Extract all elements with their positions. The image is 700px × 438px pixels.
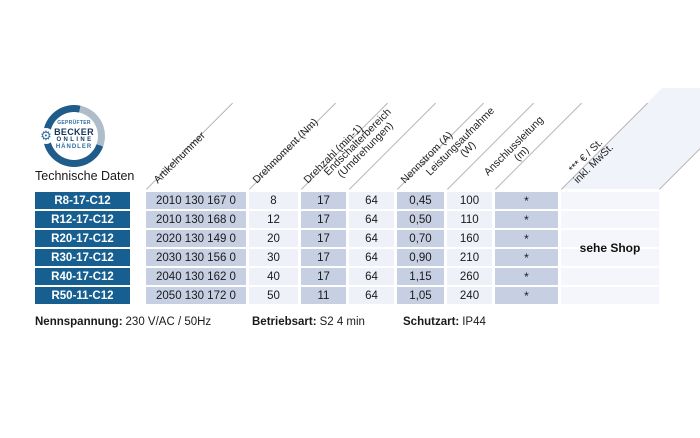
endschalter-cell: 64 (349, 268, 394, 285)
drehzahl-cell: 17 (301, 192, 346, 209)
model-cell: R40-17-C12 (35, 268, 130, 285)
drehzahl-cell: 17 (301, 268, 346, 285)
nennstrom-cell: 0,90 (397, 249, 444, 266)
spec-value: IP44 (462, 316, 486, 328)
spec-nennspannung: Nennspannung: 230 V/AC / 50Hz (35, 316, 211, 328)
col-header-line: Endschalterbereich (321, 106, 394, 179)
badge-core: GEPRÜFTER BECKER ONLINE HÄNDLER (50, 112, 98, 160)
leistung-cell: 210 (447, 249, 492, 266)
spec-value: 230 V/AC / 50Hz (125, 316, 212, 328)
table-row: R12-17-C12 2010 130 168 0 12 17 64 0,50 110 * (35, 211, 659, 228)
nennstrom-cell: 0,70 (397, 230, 444, 247)
table-row: R8-17-C12 2010 130 167 0 8 17 64 0,45 100 * (35, 192, 659, 209)
leistung-cell: 100 (447, 192, 492, 209)
preis-cell (561, 211, 659, 228)
artikelnummer-cell: 2030 130 156 0 (146, 249, 246, 266)
preis-cell (561, 287, 659, 304)
spec-schutzart: Schutzart: IP44 (403, 316, 486, 328)
drehzahl-cell: 17 (301, 230, 346, 247)
drehmoment-cell: 40 (249, 268, 298, 285)
drehzahl-cell: 17 (301, 211, 346, 228)
model-cell: R20-17-C12 (35, 230, 130, 247)
leistung-cell: 110 (447, 211, 492, 228)
endschalter-cell: 64 (349, 230, 394, 247)
drehmoment-cell: 20 (249, 230, 298, 247)
badge-line-haendler: HÄNDLER (55, 144, 93, 151)
becker-online-haendler-badge: GEPRÜFTER BECKER ONLINE HÄNDLER ⚙ (38, 105, 105, 167)
artikelnummer-cell: 2040 130 162 0 (146, 268, 246, 285)
anschluss-cell: * (495, 211, 558, 228)
spec-label: Schutzart: (403, 316, 460, 328)
spec-betriebsart: Betriebsart: S2 4 min (252, 316, 365, 328)
drehmoment-cell: 12 (249, 211, 298, 228)
drehzahl-cell: 17 (301, 249, 346, 266)
leistung-cell: 260 (447, 268, 492, 285)
drehmoment-cell: 50 (249, 287, 298, 304)
preis-cell (561, 268, 659, 285)
preis-cell (561, 249, 659, 266)
badge-line-becker: BECKER (54, 126, 94, 137)
model-cell: R50-11-C12 (35, 287, 130, 304)
model-cell: R8-17-C12 (35, 192, 130, 209)
anschluss-cell: * (495, 230, 558, 247)
nennstrom-cell: 1,15 (397, 268, 444, 285)
leistung-cell: 240 (447, 287, 492, 304)
anschluss-cell: * (495, 268, 558, 285)
preis-cell (561, 192, 659, 209)
preis-cell (561, 230, 659, 247)
endschalter-cell: 64 (349, 192, 394, 209)
model-cell: R12-17-C12 (35, 211, 130, 228)
price-note: sehe Shop (579, 241, 641, 255)
artikelnummer-cell: 2010 130 167 0 (146, 192, 246, 209)
spec-label: Nennspannung: (35, 316, 123, 328)
gear-icon: ⚙ (38, 128, 54, 144)
model-cell: R30-17-C12 (35, 249, 130, 266)
nennstrom-cell: 0,45 (397, 192, 444, 209)
artikelnummer-cell: 2020 130 149 0 (146, 230, 246, 247)
anschluss-cell: * (495, 192, 558, 209)
col-header-artikelnummer: Artikelnummer (151, 129, 208, 186)
endschalter-cell: 64 (349, 211, 394, 228)
leistung-cell: 160 (447, 230, 492, 247)
badge-line-geprueft: GEPRÜFTER (57, 120, 91, 127)
nennstrom-cell: 0,50 (397, 211, 444, 228)
section-title: Technische Daten (35, 169, 135, 183)
spec-label: Betriebsart: (252, 316, 317, 328)
anschluss-cell: * (495, 287, 558, 304)
drehmoment-cell: 30 (249, 249, 298, 266)
table-row: R20-17-C12 2020 130 149 0 20 17 64 0,70 160 * (35, 230, 659, 247)
table-row: R50-11-C12 2050 130 172 0 50 11 64 1,05 240 * (35, 287, 659, 304)
table-row: R30-17-C12 2030 130 156 0 30 17 64 0,90 210 * (35, 249, 659, 266)
drehzahl-cell: 11 (301, 287, 346, 304)
drehmoment-cell: 8 (249, 192, 298, 209)
table-row: R40-17-C12 2040 130 162 0 40 17 64 1,15 260 * (35, 268, 659, 285)
artikelnummer-cell: 2050 130 172 0 (146, 287, 246, 304)
artikelnummer-cell: 2010 130 168 0 (146, 211, 246, 228)
badge-line-online: ONLINE (56, 137, 94, 144)
endschalter-cell: 64 (349, 249, 394, 266)
spec-value: S2 4 min (319, 316, 365, 328)
endschalter-cell: 64 (349, 287, 394, 304)
nennstrom-cell: 1,05 (397, 287, 444, 304)
anschluss-cell: * (495, 249, 558, 266)
